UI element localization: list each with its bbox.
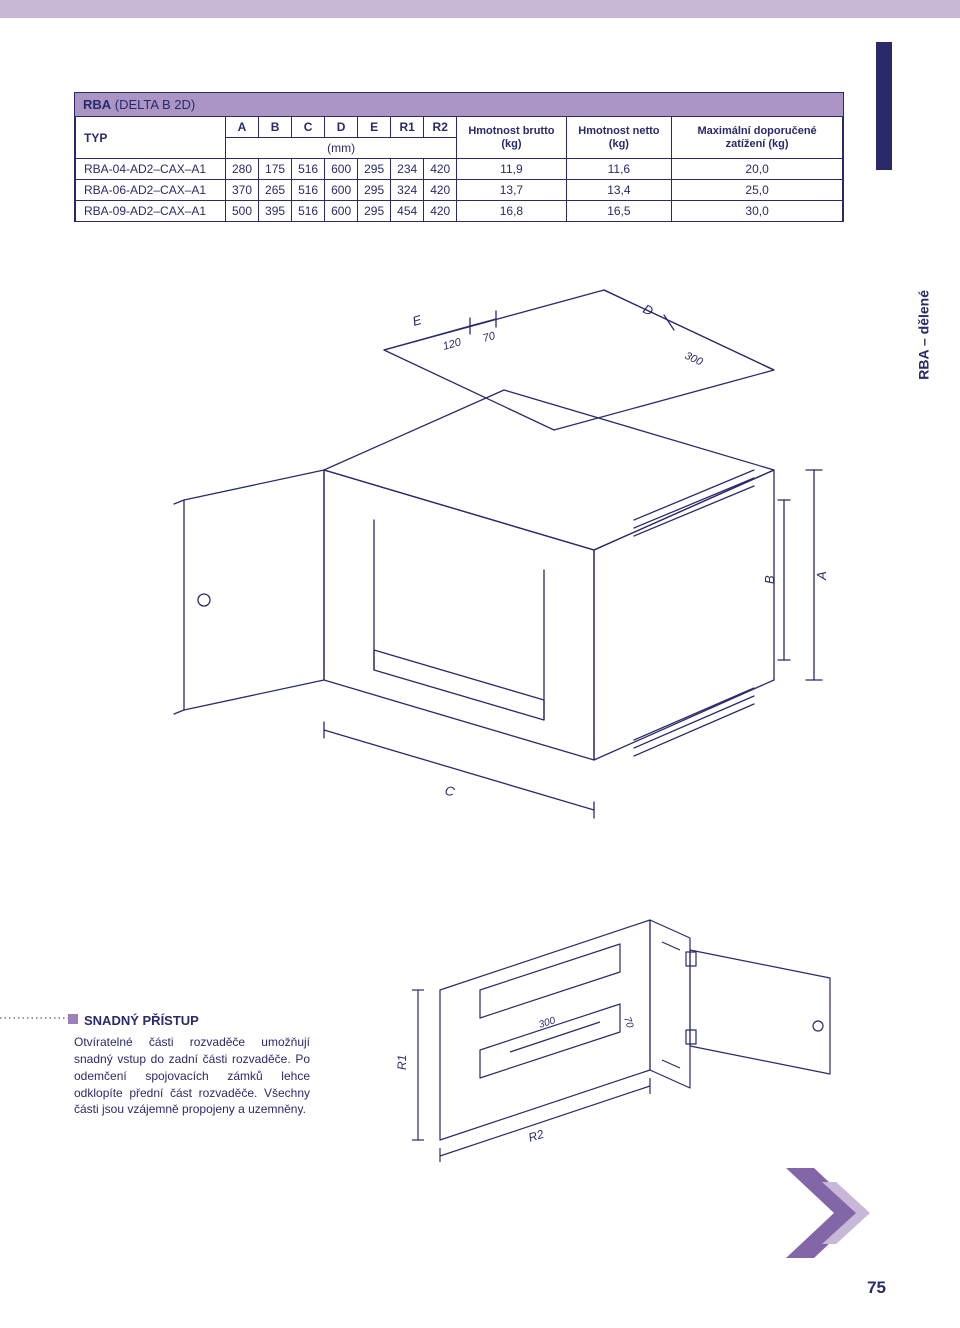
title-rest: (DELTA B 2D)	[111, 97, 195, 112]
cell: 500	[226, 201, 259, 222]
col-d: D	[325, 117, 358, 138]
col-r1: R1	[391, 117, 424, 138]
col-r2: R2	[424, 117, 457, 138]
cell: 516	[292, 159, 325, 180]
table-row: RBA-09-AD2–CAX–A1 500 395 516 600 295 45…	[76, 201, 843, 222]
cell: 420	[424, 180, 457, 201]
sidebar-label: RBA – dělené	[916, 290, 932, 380]
cell: 280	[226, 159, 259, 180]
col-a: A	[226, 117, 259, 138]
cell: 600	[325, 159, 358, 180]
table-row: RBA-06-AD2–CAX–A1 370 265 516 600 295 32…	[76, 180, 843, 201]
col-typ: TYP	[76, 117, 226, 159]
cell: 324	[391, 180, 424, 201]
cell: 370	[226, 180, 259, 201]
cell: 25,0	[672, 180, 843, 201]
right-tab-marker	[876, 42, 892, 170]
cell: 11,6	[566, 159, 672, 180]
top-strip	[0, 0, 960, 18]
table-title-band: RBA (DELTA B 2D)	[75, 93, 843, 116]
spec-section: RBA (DELTA B 2D) TYP A B C D E R1 R2 Hmo…	[74, 92, 844, 222]
dim-val-300: 300	[683, 350, 706, 369]
cell: 16,5	[566, 201, 672, 222]
dim-label-e: E	[411, 312, 424, 329]
dim-val-lower-70: 70	[621, 1016, 635, 1030]
cell: 11,9	[457, 159, 566, 180]
title-bold: RBA	[83, 97, 111, 112]
cell-typ: RBA-06-AD2–CAX–A1	[76, 180, 226, 201]
spec-table: TYP A B C D E R1 R2 Hmotnost brutto (kg)…	[75, 116, 843, 222]
dim-label-r1: R1	[395, 1055, 409, 1070]
cell: 295	[358, 180, 391, 201]
dim-label-b: B	[762, 575, 777, 584]
dim-val-120: 120	[442, 336, 464, 353]
cell: 13,4	[566, 180, 672, 201]
spec-table-container: RBA (DELTA B 2D) TYP A B C D E R1 R2 Hmo…	[74, 92, 844, 222]
cell: 13,7	[457, 180, 566, 201]
dim-label-r2: R2	[527, 1127, 546, 1145]
cell: 600	[325, 201, 358, 222]
cell-typ: RBA-09-AD2–CAX–A1	[76, 201, 226, 222]
dotted-leader	[0, 1004, 74, 1024]
cell: 516	[292, 201, 325, 222]
col-maxload: Maximální doporučené zatížení (kg)	[672, 117, 843, 159]
spec-tbody: RBA-04-AD2–CAX–A1 280 175 516 600 295 23…	[76, 159, 843, 222]
cell-typ: RBA-04-AD2–CAX–A1	[76, 159, 226, 180]
cell: 20,0	[672, 159, 843, 180]
main-diagram: E 120 70 D 300 C A B	[74, 270, 844, 890]
col-e: E	[358, 117, 391, 138]
dim-label-d: D	[641, 301, 656, 319]
cell: 30,0	[672, 201, 843, 222]
cell: 420	[424, 201, 457, 222]
callout-box: SNADNÝ PŘÍSTUP Otvíratelné části rozvadě…	[74, 1012, 310, 1118]
chevron-icon	[786, 1168, 886, 1258]
callout-body: Otvíratelné části rozvaděče umožňují sna…	[74, 1034, 310, 1118]
dim-label-c: C	[443, 782, 457, 799]
col-brutto: Hmotnost brutto (kg)	[457, 117, 566, 159]
table-row: RBA-04-AD2–CAX–A1 280 175 516 600 295 23…	[76, 159, 843, 180]
cell: 395	[259, 201, 292, 222]
col-b: B	[259, 117, 292, 138]
cell: 16,8	[457, 201, 566, 222]
cell: 454	[391, 201, 424, 222]
col-c: C	[292, 117, 325, 138]
dim-val-70: 70	[482, 330, 498, 345]
callout-heading: SNADNÝ PŘÍSTUP	[74, 1012, 310, 1030]
cell: 265	[259, 180, 292, 201]
dim-val-lower-300: 300	[538, 1015, 558, 1031]
page-number: 75	[867, 1278, 886, 1298]
col-mm: (mm)	[226, 138, 457, 159]
cell: 234	[391, 159, 424, 180]
cell: 295	[358, 201, 391, 222]
cell: 295	[358, 159, 391, 180]
dim-label-a: A	[814, 571, 829, 581]
lower-diagram: R1 R2 300 70	[370, 900, 860, 1180]
cell: 516	[292, 180, 325, 201]
col-netto: Hmotnost netto (kg)	[566, 117, 672, 159]
cell: 420	[424, 159, 457, 180]
cell: 175	[259, 159, 292, 180]
cell: 600	[325, 180, 358, 201]
